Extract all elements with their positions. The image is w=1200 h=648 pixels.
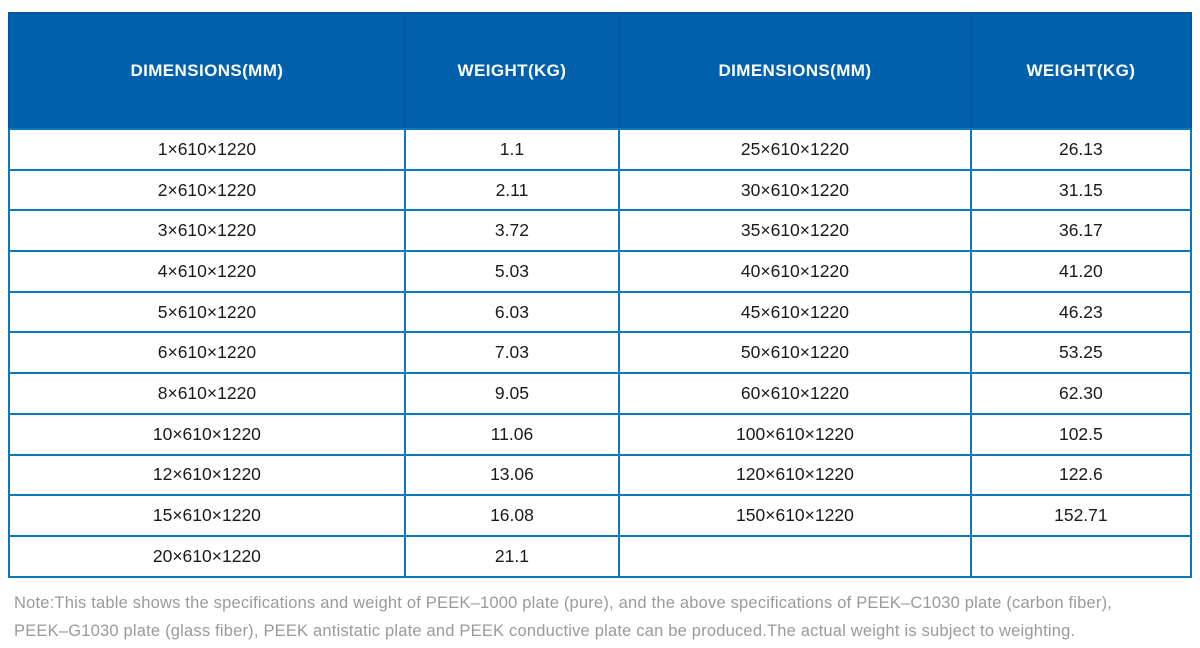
weight-cell: 26.13 — [971, 130, 1192, 171]
weight-cell: 16.08 — [405, 496, 621, 537]
weight-cell: 11.06 — [405, 414, 621, 456]
weight-cell: 122.6 — [971, 455, 1192, 497]
weight-cell: 102.5 — [971, 414, 1192, 456]
peek-weight-spec-table: DIMENSIONS(MM) WEIGHT(KG) DIMENSIONS(MM)… — [8, 12, 1192, 578]
dimension-cell: 2×610×1220 — [8, 170, 406, 212]
dimension-cell: 40×610×1220 — [620, 252, 972, 293]
weight-cell: 2.11 — [405, 170, 621, 212]
weight-cell — [971, 536, 1192, 578]
weight-cell: 13.06 — [405, 455, 621, 497]
weight-cell: 31.15 — [971, 170, 1192, 212]
weight-cell: 46.23 — [971, 292, 1192, 334]
dimension-cell: 1×610×1220 — [8, 130, 406, 171]
dimension-cell: 15×610×1220 — [8, 496, 406, 537]
weight-cell: 6.03 — [405, 292, 621, 334]
dimension-cell: 45×610×1220 — [620, 292, 972, 334]
table-row: 5×610×1220 6.03 45×610×1220 46.23 — [8, 292, 1192, 334]
weight-cell: 21.1 — [405, 536, 621, 578]
note-line-1: Note:This table shows the specifications… — [14, 594, 1113, 612]
table-row: 2×610×1220 2.11 30×610×1220 31.15 — [8, 170, 1192, 212]
dimension-cell: 3×610×1220 — [8, 211, 406, 253]
column-header-dimensions-left: DIMENSIONS(MM) — [8, 12, 406, 130]
dimension-cell: 12×610×1220 — [8, 455, 406, 497]
column-header-dimensions-right: DIMENSIONS(MM) — [620, 12, 972, 130]
weight-cell: 62.30 — [971, 374, 1192, 415]
table-row: 6×610×1220 7.03 50×610×1220 53.25 — [8, 333, 1192, 375]
dimension-cell: 35×610×1220 — [620, 211, 972, 253]
weight-cell: 1.1 — [405, 130, 621, 171]
table-row: 3×610×1220 3.72 35×610×1220 36.17 — [8, 211, 1192, 253]
weight-cell: 5.03 — [405, 252, 621, 293]
table-row: 4×610×1220 5.03 40×610×1220 41.20 — [8, 252, 1192, 293]
weight-cell: 7.03 — [405, 333, 621, 375]
dimension-cell: 20×610×1220 — [8, 536, 406, 578]
column-header-weight-left: WEIGHT(KG) — [405, 12, 621, 130]
weight-cell: 53.25 — [971, 333, 1192, 375]
table-row: 12×610×1220 13.06 120×610×1220 122.6 — [8, 455, 1192, 497]
dimension-cell: 6×610×1220 — [8, 333, 406, 375]
dimension-cell: 25×610×1220 — [620, 130, 972, 171]
weight-cell: 3.72 — [405, 211, 621, 253]
dimension-cell: 5×610×1220 — [8, 292, 406, 334]
note-line-2: PEEK–G1030 plate (glass fiber), PEEK ant… — [14, 622, 1076, 640]
weight-cell: 41.20 — [971, 252, 1192, 293]
column-header-weight-right: WEIGHT(KG) — [971, 12, 1192, 130]
weight-cell: 36.17 — [971, 211, 1192, 253]
dimension-cell — [620, 536, 972, 578]
note-paragraph: Note:This table shows the specifications… — [14, 589, 1190, 645]
dimension-cell: 50×610×1220 — [620, 333, 972, 375]
dimension-cell: 10×610×1220 — [8, 414, 406, 456]
dimension-cell: 120×610×1220 — [620, 455, 972, 497]
table-header-row: DIMENSIONS(MM) WEIGHT(KG) DIMENSIONS(MM)… — [8, 12, 1192, 130]
dimension-cell: 30×610×1220 — [620, 170, 972, 212]
table-row: 10×610×1220 11.06 100×610×1220 102.5 — [8, 414, 1192, 456]
table-row: 20×610×1220 21.1 — [8, 536, 1192, 578]
dimension-cell: 150×610×1220 — [620, 496, 972, 537]
weight-cell: 152.71 — [971, 496, 1192, 537]
table-row: 15×610×1220 16.08 150×610×1220 152.71 — [8, 496, 1192, 537]
dimension-cell: 4×610×1220 — [8, 252, 406, 293]
dimension-cell: 8×610×1220 — [8, 374, 406, 415]
table-row: 1×610×1220 1.1 25×610×1220 26.13 — [8, 130, 1192, 171]
weight-cell: 9.05 — [405, 374, 621, 415]
dimension-cell: 100×610×1220 — [620, 414, 972, 456]
dimension-cell: 60×610×1220 — [620, 374, 972, 415]
table-row: 8×610×1220 9.05 60×610×1220 62.30 — [8, 374, 1192, 415]
